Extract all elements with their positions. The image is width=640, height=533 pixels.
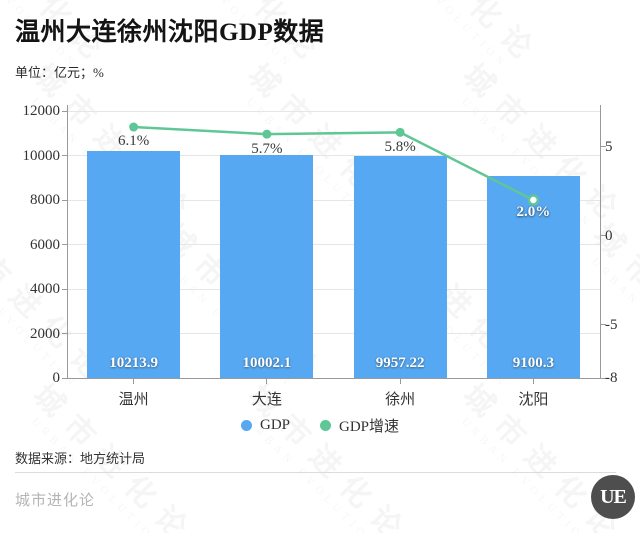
y-axis-right-tick <box>601 324 606 326</box>
gridline <box>67 110 600 112</box>
y-axis-right-tick <box>601 146 606 148</box>
gdp-growth-point <box>129 122 139 132</box>
x-axis-category-label: 沈阳 <box>518 392 549 408</box>
x-axis-category-label: 温州 <box>118 392 149 408</box>
y-axis-left-tick-label: 0 <box>52 370 61 386</box>
y-axis-left-tick-label: 6000 <box>30 236 60 253</box>
footer-divider <box>15 472 616 473</box>
gdp-bar <box>353 156 447 378</box>
gdp-bar-value-label: 10002.1 <box>242 355 292 371</box>
y-axis-left-tick <box>62 333 67 334</box>
unit-label: 单位：亿元；% <box>15 65 104 80</box>
brand-logo: UE <box>591 475 635 519</box>
y-axis-right-tick-label: -8 <box>605 370 618 386</box>
y-axis-left-line <box>67 105 68 378</box>
brand-logo-text: UE <box>600 485 627 508</box>
gdp-bar <box>220 155 314 378</box>
legend-marker-icon <box>240 420 252 431</box>
y-axis-left-tick-label: 8000 <box>30 192 60 208</box>
brand-name: 城市进化论 <box>15 493 96 509</box>
y-axis-left-tick <box>62 288 67 290</box>
gdp-growth-value-label: 2.0% <box>516 204 551 220</box>
x-axis-tick <box>133 379 135 384</box>
y-axis-left-tick-label: 4000 <box>30 281 60 297</box>
x-axis-category-label: 大连 <box>251 392 282 408</box>
y-axis-right-tick-label: -5 <box>605 316 618 333</box>
gridline <box>67 155 600 156</box>
y-axis-left-tick-label: 12000 <box>22 103 61 119</box>
gridline <box>67 244 600 245</box>
gdp-growth-point <box>527 194 540 206</box>
y-axis-left-tick <box>62 110 67 112</box>
x-axis-tick <box>399 379 401 384</box>
gdp-growth-value-label: 6.1% <box>118 133 150 150</box>
y-axis-right-tick-label: 5 <box>605 138 613 155</box>
x-axis-tick <box>266 379 268 384</box>
chart-legend: GDP GDP增速 <box>0 415 640 436</box>
gridline <box>67 333 600 334</box>
gdp-bar-value-label: 9100.3 <box>512 355 554 371</box>
gdp-growth-point <box>395 127 405 137</box>
y-axis-right-line <box>600 105 601 378</box>
y-axis-right-tick-label: 0 <box>605 227 613 244</box>
gdp-growth-line <box>133 125 534 202</box>
gdp-bar-value-label: 10213.9 <box>109 355 158 371</box>
gdp-growth-value-label: 5.7% <box>251 141 283 158</box>
y-axis-left-tick <box>62 199 67 201</box>
legend-marker-icon <box>320 420 331 431</box>
y-axis-left-tick-label: 10000 <box>22 147 61 164</box>
data-source: 数据来源：地方统计局 <box>15 451 146 466</box>
y-axis-left-tick <box>62 244 67 245</box>
legend-item-gdp-growth[interactable]: GDP增速 <box>320 415 399 436</box>
y-axis-right-tick <box>601 235 606 237</box>
gdp-growth-value-label: 5.8% <box>384 139 416 156</box>
y-axis-left-tick <box>62 155 67 156</box>
y-axis-left-tick <box>62 377 67 379</box>
x-axis-tick <box>532 379 534 384</box>
page-title: 温州大连徐州沈阳GDP数据 <box>15 19 325 46</box>
x-axis-line <box>67 378 601 379</box>
gdp-growth-point <box>262 129 272 139</box>
gridline <box>67 199 600 201</box>
x-axis-category-label: 徐州 <box>385 392 416 408</box>
y-axis-left-tick-label: 2000 <box>30 325 60 342</box>
gdp-bar-value-label: 9957.22 <box>375 355 425 371</box>
legend-label: GDP增速 <box>339 419 400 435</box>
legend-item-gdp[interactable]: GDP <box>240 415 290 436</box>
y-axis-right-tick <box>601 377 606 379</box>
gdp-bar <box>486 175 580 378</box>
gdp-bar <box>87 150 181 378</box>
gridline <box>67 288 600 290</box>
legend-label: GDP <box>259 417 290 433</box>
